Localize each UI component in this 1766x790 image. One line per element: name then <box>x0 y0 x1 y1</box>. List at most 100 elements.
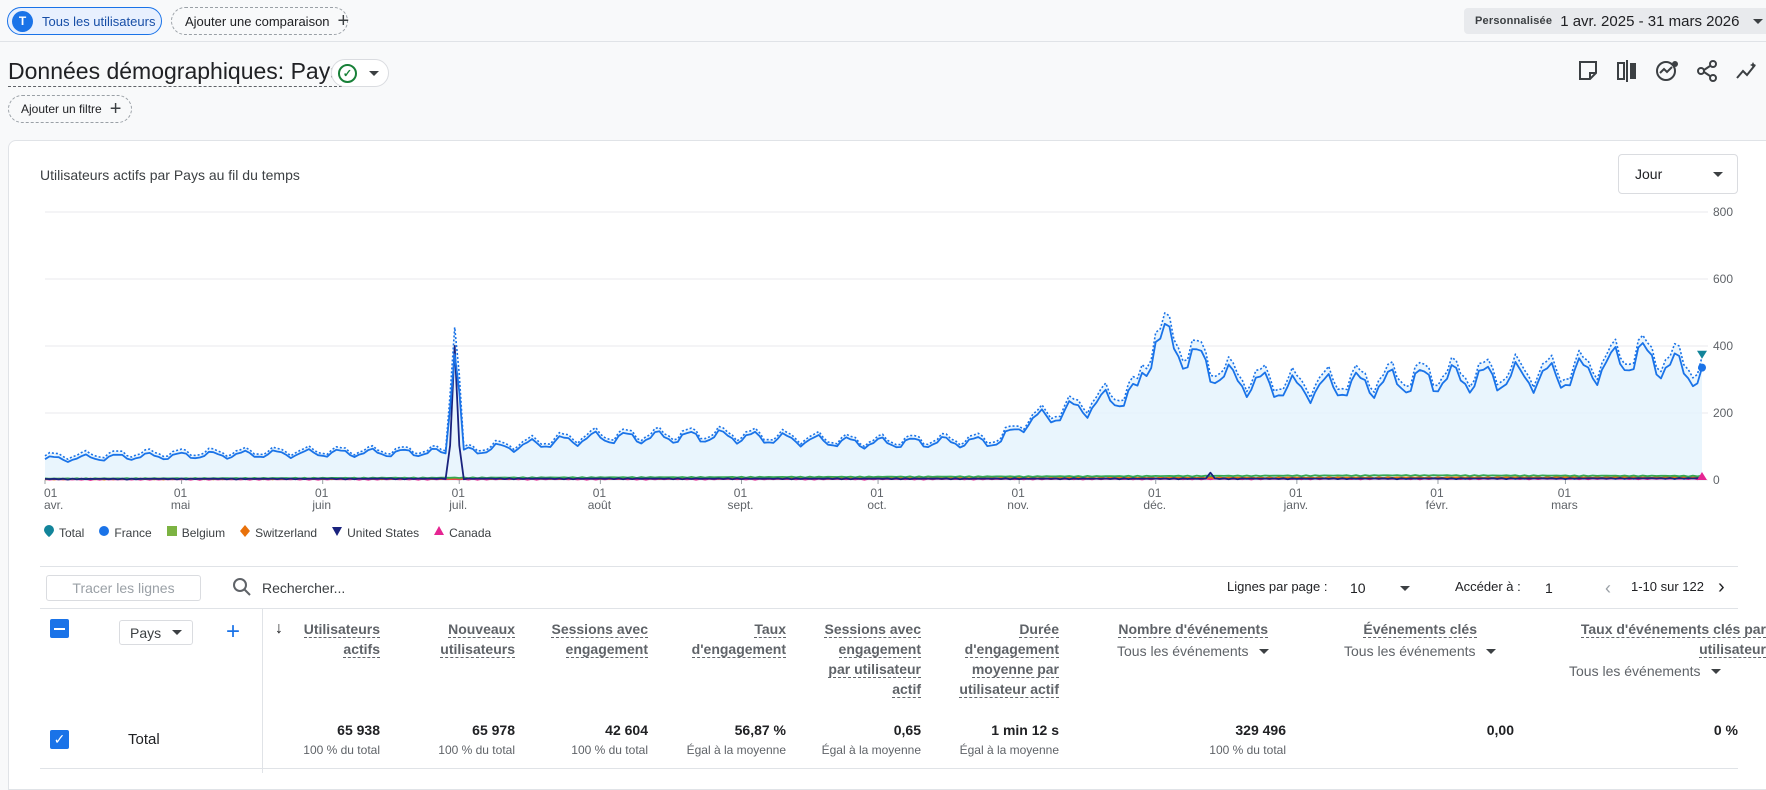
date-range-tag: Personnalisée <box>1475 15 1553 27</box>
legend-label: Canada <box>449 525 492 540</box>
chevron-left-icon[interactable]: ‹ <box>1605 578 1611 598</box>
add-comparison-label: Ajouter une comparaison <box>185 13 330 29</box>
dimension-select[interactable]: Pays <box>119 620 193 645</box>
total-key-event-rate: 0 % <box>1713 722 1738 738</box>
insights-icon[interactable] <box>1654 58 1680 84</box>
col-header-key-event-rate[interactable]: Taux d'événements clés par utilisateur <box>1580 621 1766 658</box>
plus-icon: + <box>337 10 350 32</box>
dimension-value: Pays <box>130 624 162 641</box>
compare-icon[interactable] <box>1614 58 1640 84</box>
select-all-checkbox[interactable] <box>50 619 69 638</box>
event-count-filter[interactable]: Tous les événements <box>1117 643 1269 659</box>
segment-avatar: T <box>12 10 33 32</box>
plus-icon: + <box>109 98 122 120</box>
share-icon[interactable] <box>1694 58 1720 84</box>
goto-label: Accéder à : <box>1455 579 1521 594</box>
sort-down-arrow-icon[interactable]: ↓ <box>275 620 283 637</box>
col-header-avg-engagement-time[interactable]: Durée d'engagement moyenne par utilisateur … <box>959 621 1059 698</box>
total-sub-sessions-per-user: Égal à la moyenne <box>821 743 921 757</box>
y-axis: 0 200 400 600 800 <box>1713 205 1733 487</box>
total-new-users: 65 978 <box>472 722 515 738</box>
chevron-right-icon[interactable]: › <box>1718 576 1725 598</box>
total-sub-avg-engagement: Égal à la moyenne <box>959 743 1059 757</box>
chevron-down-icon <box>1258 648 1269 654</box>
date-range-value: 1 avr. 2025 - 31 mars 2026 <box>1560 12 1740 30</box>
series-end-markers <box>1697 350 1707 480</box>
legend-item-united-states[interactable]: United States <box>331 524 419 541</box>
x-tick-month: janv. <box>1283 498 1308 512</box>
col-header-active-users[interactable]: Utilisateurs actifs <box>303 621 380 658</box>
x-tick-month: août <box>588 498 612 512</box>
end-marker-france <box>1698 363 1706 372</box>
explore-icon[interactable] <box>1734 58 1760 84</box>
col-header-event-count[interactable]: Nombre d'événements <box>1118 621 1268 638</box>
rows-per-page-label: Lignes par page : <box>1227 579 1328 594</box>
legend-item-total[interactable]: Total <box>43 524 84 541</box>
legend-item-france[interactable]: France <box>98 524 152 541</box>
x-tick-day: 01 <box>452 486 466 500</box>
divider <box>40 768 1738 769</box>
goto-page-input[interactable]: 1 <box>1545 580 1553 596</box>
page-title[interactable]: Données démographiques: Pays <box>8 57 342 87</box>
x-tick-month: sept. <box>727 498 753 512</box>
row-checkbox[interactable]: ✓ <box>50 730 69 749</box>
x-tick-day: 01 <box>44 486 58 500</box>
chevron-down-icon <box>1400 585 1410 591</box>
customize-report-icon[interactable] <box>1575 58 1601 84</box>
col-header-engagement-rate[interactable]: Taux d'engagement <box>691 621 786 658</box>
triangle-up-icon <box>433 524 445 541</box>
x-tick-day: 01 <box>1430 486 1444 500</box>
granularity-select[interactable]: Jour <box>1618 154 1738 194</box>
total-sub-event-count: 100 % du total <box>1209 743 1286 757</box>
total-row-label: Total <box>128 731 160 748</box>
x-tick-month: juin <box>311 498 331 512</box>
end-marker-canada <box>1697 472 1707 480</box>
col-header-key-events[interactable]: Événements clés <box>1363 621 1477 638</box>
legend-label: Switzerland <box>255 525 318 540</box>
x-tick-day: 01 <box>174 486 188 500</box>
col-header-engaged-sessions[interactable]: Sessions avec engagement <box>551 621 648 658</box>
chevron-down-icon <box>369 70 379 76</box>
total-sub-active-users: 100 % du total <box>303 743 380 757</box>
y-tick-label: 800 <box>1713 205 1733 219</box>
divider <box>40 608 1738 609</box>
x-tick-month: oct. <box>867 498 886 512</box>
rows-per-page-select[interactable]: 10 <box>1350 576 1410 600</box>
legend-item-switzerland[interactable]: Switzerland <box>239 524 317 541</box>
total-active-users: 65 938 <box>337 722 380 738</box>
segment-chip-all-users[interactable]: T Tous les utilisateurs <box>7 7 162 35</box>
plot-rows-button[interactable]: Tracer les lignes <box>46 575 201 601</box>
x-tick-day: 01 <box>1558 486 1572 500</box>
total-avg-engagement-time: 1 min 12 s <box>991 722 1059 738</box>
y-tick-label: 600 <box>1713 272 1733 286</box>
x-tick-day: 01 <box>1289 486 1303 500</box>
series-line-total <box>44 312 1703 460</box>
add-filter-button[interactable]: Ajouter un filtre + <box>8 95 132 123</box>
series-line-united-states <box>44 345 1703 481</box>
x-tick-day: 01 <box>1148 486 1162 500</box>
report-status-dropdown[interactable]: ✓ <box>331 59 389 87</box>
x-tick-month: mai <box>171 498 190 512</box>
key-event-rate-filter[interactable]: Tous les événements <box>1569 663 1721 679</box>
check-circle-icon: ✓ <box>338 63 357 83</box>
x-tick-day: 01 <box>593 486 607 500</box>
col-header-new-users[interactable]: Nouveaux utilisateurs <box>440 621 515 658</box>
legend-item-canada[interactable]: Canada <box>433 524 491 541</box>
x-tick-month: juil. <box>448 498 467 512</box>
add-comparison-button[interactable]: Ajouter une comparaison + <box>171 7 350 35</box>
add-dimension-button[interactable]: + <box>226 618 241 645</box>
add-filter-label: Ajouter un filtre <box>21 102 102 116</box>
col-header-engaged-sessions-per-user[interactable]: Sessions avec engagement par utilisateur ac… <box>824 621 921 698</box>
series-line-france <box>44 322 1703 463</box>
key-events-filter[interactable]: Tous les événements <box>1344 643 1496 659</box>
top-bar: T Tous les utilisateurs Ajouter une comp… <box>0 0 1766 42</box>
legend-item-belgium[interactable]: Belgium <box>166 524 225 541</box>
diamond-icon <box>239 524 251 541</box>
y-tick-label: 0 <box>1713 473 1720 487</box>
chart-title: Utilisateurs actifs par Pays au fil du t… <box>40 167 300 183</box>
y-tick-label: 400 <box>1713 339 1733 353</box>
search-input[interactable] <box>262 576 642 600</box>
date-range-picker[interactable]: Personnalisée 1 avr. 2025 - 31 mars 2026 <box>1464 8 1766 34</box>
total-event-count: 329 496 <box>1235 722 1286 738</box>
chart-legend: Total France Belgium Switzerland United Stat… <box>43 524 491 541</box>
